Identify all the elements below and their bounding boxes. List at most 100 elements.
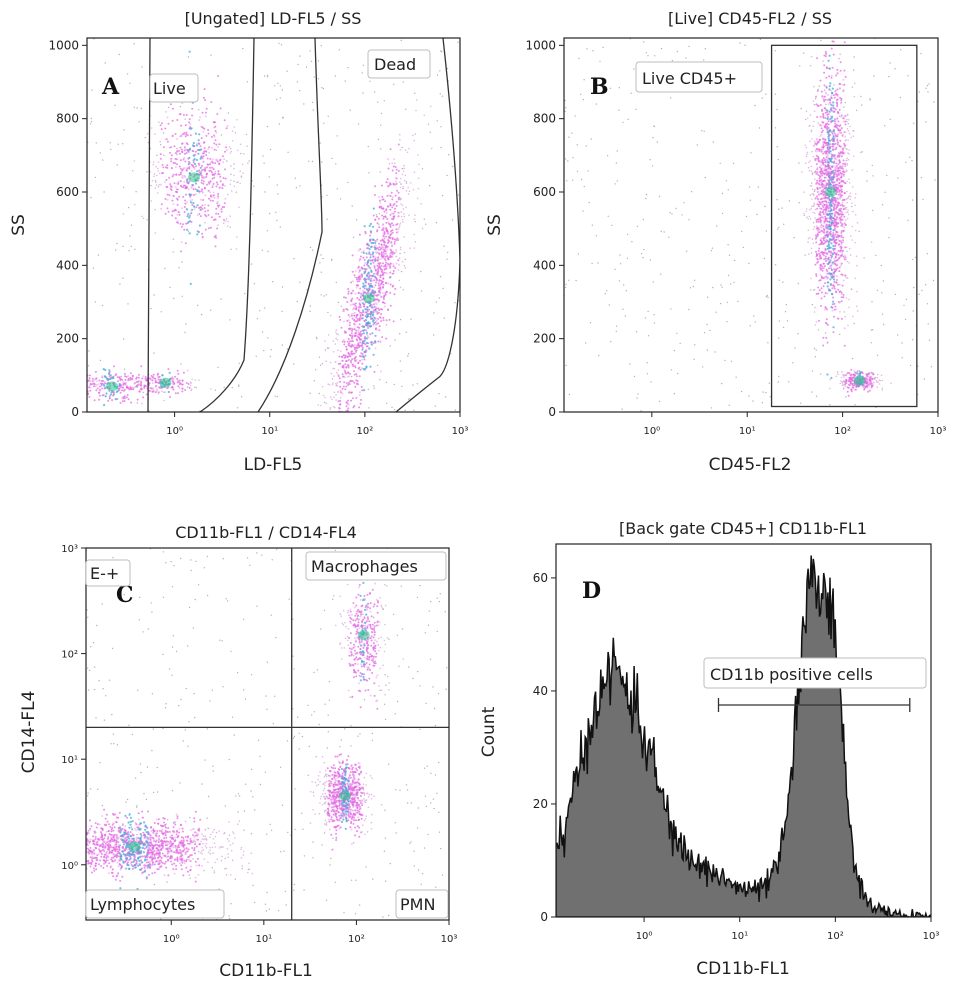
- event-point: [387, 232, 390, 235]
- event-point: [101, 375, 104, 377]
- event-point: [805, 162, 807, 164]
- event-point: [922, 198, 924, 201]
- event-point: [818, 319, 820, 322]
- event-point: [370, 285, 373, 288]
- event-point: [214, 245, 217, 248]
- event-point: [359, 294, 362, 297]
- event-point: [345, 382, 348, 385]
- event-point: [181, 102, 184, 105]
- event-point: [359, 402, 362, 405]
- event-point: [829, 230, 832, 233]
- event-point: [189, 214, 191, 217]
- event-point: [218, 143, 221, 146]
- event-point: [350, 361, 353, 364]
- event-point: [564, 99, 566, 102]
- event-point: [397, 228, 399, 231]
- event-point: [385, 324, 388, 326]
- event-point: [870, 241, 873, 243]
- event-point: [309, 246, 312, 249]
- event-point: [311, 101, 314, 104]
- event-point: [190, 170, 193, 172]
- event-point: [190, 212, 193, 215]
- event-point: [434, 405, 436, 407]
- event-point: [805, 118, 807, 121]
- event-point: [797, 282, 799, 285]
- event-point: [852, 376, 855, 379]
- event-point: [833, 268, 836, 271]
- event-point: [428, 185, 431, 187]
- event-point: [817, 218, 820, 221]
- event-point: [809, 236, 811, 239]
- event-point: [826, 323, 829, 326]
- event-point: [826, 247, 829, 250]
- event-point: [564, 110, 566, 113]
- event-point: [378, 279, 381, 282]
- event-point: [653, 314, 655, 316]
- event-point: [385, 208, 388, 211]
- event-point: [116, 380, 119, 383]
- event-point: [925, 87, 927, 90]
- event-point: [239, 182, 241, 185]
- event-point: [837, 249, 840, 252]
- event-point: [200, 170, 202, 173]
- event-point: [841, 371, 843, 373]
- event-point: [832, 253, 835, 256]
- event-point: [144, 376, 147, 378]
- event-point: [183, 156, 186, 159]
- event-point: [211, 184, 214, 187]
- event-point: [318, 454, 320, 456]
- event-point: [776, 146, 778, 148]
- event-point: [394, 267, 397, 269]
- event-point: [243, 153, 245, 155]
- event-point: [358, 233, 361, 236]
- event-point: [838, 213, 841, 216]
- event-point: [825, 268, 828, 271]
- event-point: [839, 129, 842, 131]
- event-point: [142, 217, 145, 220]
- event-point: [109, 142, 112, 144]
- event-point: [873, 75, 875, 77]
- event-point: [152, 389, 155, 391]
- event-point: [335, 393, 337, 396]
- event-point: [805, 210, 807, 213]
- event-point: [384, 259, 387, 262]
- event-point: [421, 168, 424, 170]
- event-point: [233, 180, 235, 182]
- event-point: [210, 54, 212, 56]
- event-point: [362, 311, 365, 314]
- event-point: [724, 359, 726, 362]
- event-point: [839, 61, 842, 64]
- event-point: [192, 150, 195, 153]
- event-point: [824, 455, 826, 457]
- event-point: [618, 280, 621, 282]
- event-point: [186, 181, 188, 184]
- event-point: [326, 456, 328, 458]
- event-point: [353, 328, 356, 331]
- event-point: [374, 241, 377, 244]
- event-point: [827, 137, 830, 140]
- event-point: [856, 264, 858, 267]
- event-point: [178, 113, 181, 116]
- event-point: [840, 296, 843, 299]
- event-point: [205, 215, 208, 218]
- event-point: [118, 382, 121, 386]
- event-point: [828, 147, 832, 150]
- event-point: [366, 306, 369, 309]
- event-point: [337, 369, 340, 371]
- event-point: [826, 373, 829, 376]
- event-point: [813, 311, 816, 313]
- event-point: [172, 161, 175, 164]
- event-point: [348, 353, 351, 356]
- event-point: [162, 146, 165, 149]
- event-point: [276, 98, 278, 101]
- event-point: [358, 323, 361, 326]
- event-point: [814, 356, 817, 358]
- event-point: [825, 213, 828, 216]
- event-point: [392, 224, 395, 227]
- event-point: [832, 209, 835, 212]
- event-point: [377, 301, 380, 304]
- event-point: [385, 319, 388, 322]
- event-point: [192, 184, 195, 187]
- event-point: [828, 267, 830, 270]
- event-point: [383, 295, 386, 298]
